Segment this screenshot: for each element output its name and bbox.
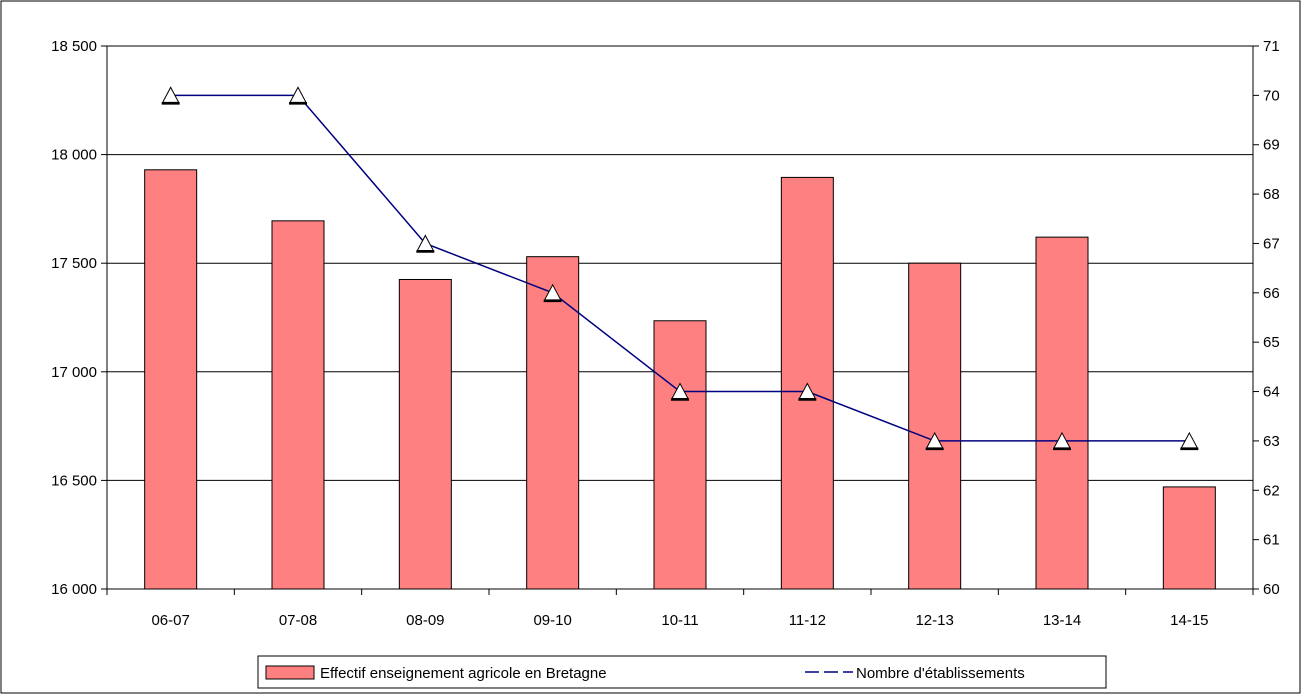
right-tick-label: 71 [1263, 38, 1280, 55]
x-tick-label: 07-08 [279, 612, 317, 629]
right-tick-label: 63 [1263, 433, 1280, 450]
bar [908, 262, 962, 590]
right-tick-label: 60 [1263, 581, 1280, 598]
bar [1035, 236, 1089, 590]
x-tick-label: 09-10 [533, 612, 571, 629]
right-axis-ticks: 60 61 62 63 64 65 66 67 68 69 70 71 [1253, 38, 1280, 598]
x-tick-label: 11-12 [789, 612, 826, 629]
left-tick-label: 18 000 [51, 147, 97, 164]
triangle-marker [416, 234, 435, 251]
bar [398, 278, 452, 590]
bar [1162, 486, 1216, 590]
right-tick-label: 67 [1263, 235, 1280, 252]
bar [271, 220, 325, 590]
triangle-marker [925, 431, 944, 449]
right-tick-label: 69 [1263, 137, 1280, 154]
axes [106, 46, 1254, 590]
right-tick-label: 64 [1263, 384, 1280, 401]
x-tick-label: 10-11 [661, 612, 698, 629]
x-axis-ticks: 06-07 07-08 08-09 09-10 10-11 11-12 12-13 13-14… [106, 589, 1254, 629]
right-tick-label: 65 [1263, 334, 1280, 351]
x-tick-label: 13-14 [1043, 612, 1081, 629]
left-axis-ticks: 16 000 16 500 17 000 17 500 18 000 18 500 [51, 38, 107, 598]
right-tick-label: 68 [1263, 186, 1280, 203]
right-tick-label: 62 [1263, 482, 1280, 499]
line-series [161, 86, 1199, 451]
left-tick-label: 17 500 [51, 255, 97, 272]
right-tick-label: 66 [1263, 285, 1280, 302]
right-tick-label: 70 [1263, 87, 1280, 104]
right-tick-label: 61 [1263, 532, 1280, 549]
legend: Effectif enseignement agricole en Bretag… [257, 655, 1107, 689]
legend-line-label: Nombre d'établissements [856, 665, 1025, 682]
left-tick-label: 18 500 [51, 38, 97, 55]
legend-box [257, 655, 1107, 689]
triangle-marker [543, 283, 562, 301]
triangle-marker [289, 86, 307, 103]
triangle-marker [161, 86, 180, 103]
left-tick-label: 17 000 [51, 364, 97, 381]
legend-bar-swatch [265, 665, 315, 680]
legend-bar-label: Effectif enseignement agricole en Bretag… [320, 665, 607, 682]
left-tick-label: 16 500 [51, 472, 97, 489]
triangle-marker [1053, 431, 1071, 449]
triangle-marker [798, 382, 817, 400]
x-tick-label: 14-15 [1170, 612, 1208, 629]
triangle-marker [671, 382, 689, 400]
x-tick-label: 12-13 [915, 612, 953, 629]
x-tick-label: 06-07 [151, 612, 189, 629]
bar-series [144, 169, 1216, 590]
bar [653, 320, 707, 590]
triangle-marker [1180, 431, 1199, 449]
bar [144, 169, 198, 590]
left-tick-label: 16 000 [51, 581, 97, 598]
bar [526, 256, 580, 590]
x-tick-label: 08-09 [406, 612, 444, 629]
